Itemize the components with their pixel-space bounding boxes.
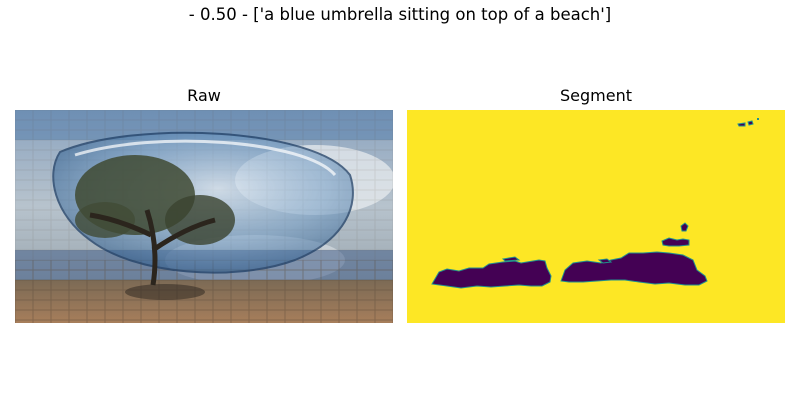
mask-region (431, 259, 552, 289)
mask-background (407, 110, 785, 323)
raw-panel-title: Raw (187, 86, 221, 105)
mask-region (680, 222, 689, 232)
raw-image-panel (15, 110, 393, 323)
segment-panel-title: Segment (560, 86, 632, 105)
figure-suptitle: - 0.50 - ['a blue umbrella sitting on to… (188, 5, 612, 24)
segment-mask (407, 110, 785, 323)
mask-region (661, 237, 690, 247)
segment-image-panel (407, 110, 785, 323)
mask-region (737, 122, 746, 127)
raw-image (15, 110, 393, 323)
mask-region (597, 258, 613, 264)
mask-region (747, 120, 754, 126)
mask-region (501, 256, 521, 262)
mask-region (757, 118, 759, 120)
